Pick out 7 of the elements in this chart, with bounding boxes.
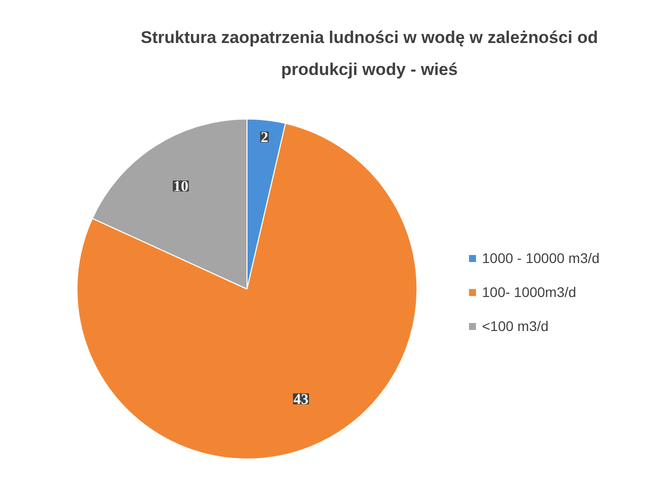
legend-label: <100 m3/d: [482, 318, 549, 334]
chart-title: Struktura zaopatrzenia ludności w wodę w zależności od produkcji wody - wieś: [140, 28, 598, 80]
legend-label: 100- 1000m3/d: [482, 284, 576, 300]
data-label: 2: [260, 130, 268, 146]
data-label: 10: [173, 179, 188, 196]
data-label: 43: [294, 392, 309, 408]
legend-label: 1000 - 10000 m3/d: [482, 250, 600, 266]
